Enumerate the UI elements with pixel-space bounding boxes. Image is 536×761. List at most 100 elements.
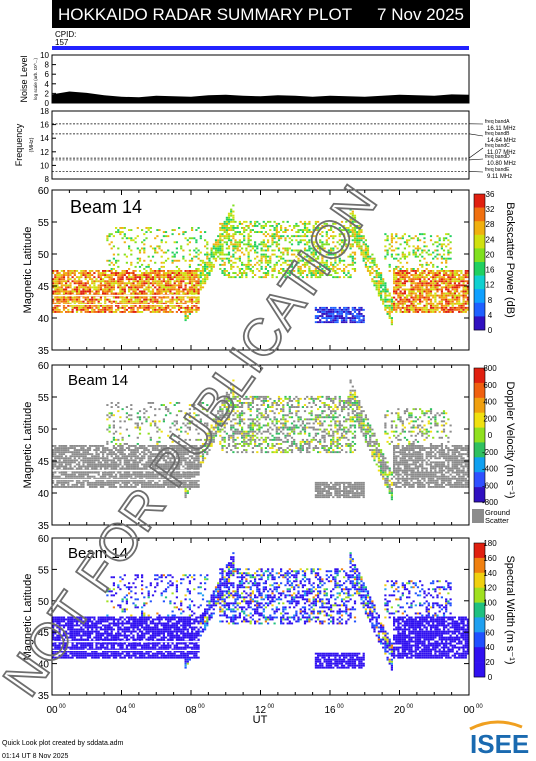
radar-data-cell [262,253,265,256]
radar-data-cell [447,292,450,295]
radar-data-cell [86,288,89,291]
radar-data-cell [301,222,304,225]
radar-data-cell [143,445,146,447]
radar-data-cell [319,276,322,279]
radar-data-cell [416,290,420,293]
radar-data-cell [197,290,200,293]
radar-data-cell [125,481,128,484]
radar-data-cell [80,270,83,272]
frequency-band-value: 16.11 MHz [487,126,516,132]
radar-data-cell [75,463,79,466]
radar-data-cell [147,461,150,464]
radar-data-cell [195,284,198,287]
radar-data-cell [54,449,57,451]
radar-data-cell [188,483,191,486]
radar-data-cell [338,317,341,319]
radar-data-cell [128,274,131,276]
radar-data-cell [254,225,257,227]
radar-data-cell [102,479,105,482]
radar-data-cell [121,296,124,299]
radar-data-cell [395,276,398,279]
radar-data-cell [225,216,228,219]
radar-data-cell [403,288,406,291]
radar-data-cell [377,274,380,276]
radar-data-cell [108,290,111,293]
radar-data-cell [86,481,89,484]
radar-data-cell [67,475,70,478]
radar-data-cell [362,321,365,324]
radar-data-cell [82,453,85,456]
radar-data-cell [117,274,120,276]
radar-data-cell [95,471,98,474]
radar-data-cell [178,434,181,437]
radar-data-cell [167,284,170,287]
radar-data-cell [186,304,189,307]
radar-data-cell [93,455,96,458]
radar-data-cell [303,247,307,250]
radar-data-cell [241,222,244,225]
radar-data-cell [108,486,111,488]
radar-data-cell [351,313,354,315]
radar-data-cell [221,404,224,406]
radar-data-cell [108,274,111,276]
radar-data-cell [225,237,228,240]
radar-data-cell [412,296,415,299]
radar-data-cell [178,272,181,274]
radar-data-cell [60,447,63,449]
radar-data-cell [173,241,176,244]
radar-data-cell [406,270,409,272]
radar-data-cell [117,449,120,451]
radar-data-cell [201,282,205,285]
radar-data-cell [65,465,68,468]
radar-data-cell [115,308,118,311]
radar-data-cell [154,300,157,303]
radar-data-cell [160,241,163,244]
radar-data-cell [230,208,233,211]
radar-data-cell [167,408,170,411]
power-colorbar-tick: 12 [486,281,495,290]
radar-data-cell [249,268,252,270]
radar-data-cell [440,308,443,311]
radar-data-cell [169,471,172,474]
radar-data-cell [175,467,178,470]
radar-data-cell [384,282,387,285]
radar-data-cell [149,290,152,293]
radar-data-cell [151,272,155,274]
radar-data-cell [204,280,207,283]
radar-data-cell [125,483,128,486]
radar-data-cell [427,302,430,305]
radar-data-cell [199,274,202,276]
radar-data-cell [217,422,220,425]
radar-data-cell [110,270,113,272]
radar-data-cell [325,315,328,317]
radar-data-cell [299,272,302,274]
radar-data-cell [345,315,348,317]
radar-data-cell [414,282,417,285]
radar-data-cell [182,453,185,456]
radar-data-cell [91,308,94,311]
radar-data-cell [343,243,346,246]
radar-data-cell [195,457,198,460]
radar-data-cell [271,276,274,279]
radar-data-cell [86,311,89,313]
radar-data-cell [386,294,389,297]
radar-data-cell [440,294,443,297]
radar-data-cell [419,298,422,301]
radar-data-cell [173,475,176,478]
radar-data-cell [464,280,467,283]
radar-data-cell [416,268,420,270]
radar-data-cell [369,257,372,260]
radar-data-cell [349,276,352,279]
radar-data-cell [399,257,402,260]
radar-data-cell [447,298,450,301]
radar-data-cell [267,274,270,276]
radar-data-cell [282,268,285,270]
radar-data-cell [154,461,157,464]
radar-data-cell [458,300,461,303]
radar-data-cell [204,282,207,285]
radar-data-cell [99,286,102,289]
radar-data-cell [230,263,233,266]
radar-data-cell [119,461,122,464]
radar-data-cell [138,459,142,462]
radar-data-cell [206,268,209,270]
